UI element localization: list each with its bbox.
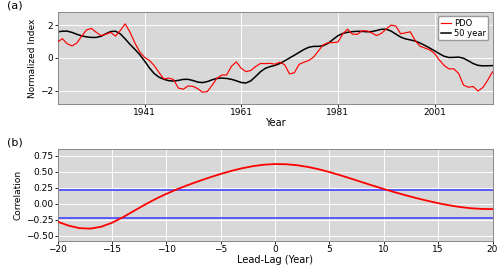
Text: (a): (a): [8, 1, 23, 10]
PDO: [54, 40, 60, 44]
PDO: [484, 79, 490, 82]
50 year: [310, 45, 316, 48]
Line: PDO: PDO: [58, 24, 492, 92]
50 year: [484, 64, 490, 67]
Legend: PDO, 50 year: PDO, 50 year: [438, 16, 488, 40]
PDO: [200, 91, 205, 94]
50 year: [156, 76, 162, 79]
50 year: [108, 30, 114, 33]
PDO: [490, 70, 496, 73]
Y-axis label: Correlation: Correlation: [14, 170, 23, 220]
PDO: [170, 78, 176, 81]
50 year: [243, 81, 249, 85]
Text: (b): (b): [8, 138, 23, 147]
50 year: [54, 30, 60, 33]
PDO: [108, 31, 114, 34]
PDO: [432, 52, 438, 55]
Line: 50 year: 50 year: [58, 29, 492, 83]
50 year: [383, 27, 389, 31]
Y-axis label: Normalized Index: Normalized Index: [28, 18, 38, 98]
PDO: [316, 49, 322, 52]
PDO: [122, 22, 128, 26]
PDO: [161, 77, 167, 81]
X-axis label: Year: Year: [264, 118, 285, 128]
X-axis label: Lead-Lag (Year): Lead-Lag (Year): [237, 255, 313, 265]
50 year: [166, 79, 172, 82]
50 year: [432, 49, 438, 52]
50 year: [490, 64, 496, 67]
